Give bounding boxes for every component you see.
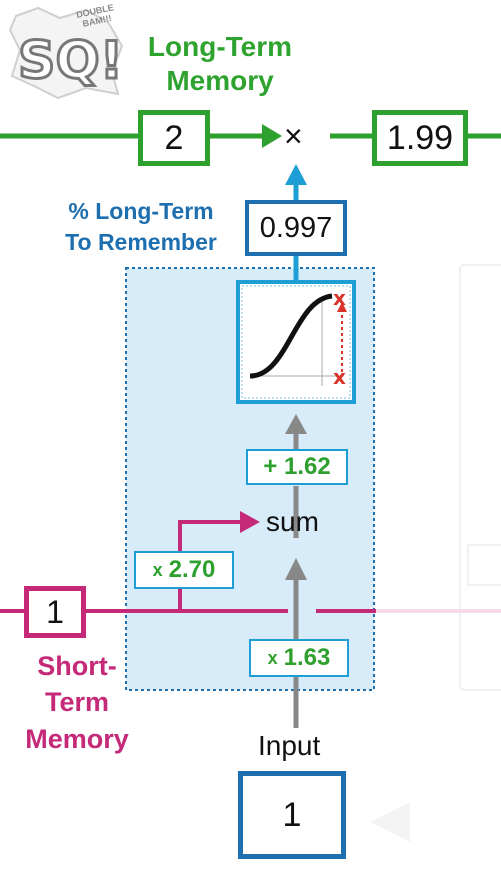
percent-to-remember-label: % Long-Term To Remember bbox=[46, 196, 236, 258]
multiply-operator: × bbox=[284, 118, 303, 154]
percent-label-line1: % Long-Term bbox=[68, 198, 214, 224]
logo: SQ! DOUBLE BAM!!! bbox=[8, 2, 126, 100]
input-label: Input bbox=[258, 730, 321, 761]
logo-burst-icon: SQ! bbox=[8, 6, 125, 100]
short-term-label-line1: Short- bbox=[37, 651, 117, 681]
weight-symbol-2: x bbox=[267, 647, 278, 668]
input-weight-value: 1.63 bbox=[283, 644, 331, 671]
long-term-input-box: 2 bbox=[138, 110, 210, 166]
percent-label-line2: To Remember bbox=[65, 229, 217, 256]
input-value-box: 1 bbox=[238, 771, 346, 859]
short-term-memory-box: 1 bbox=[24, 586, 86, 638]
long-term-title-line1: Long-Term bbox=[147, 31, 293, 62]
short-term-weight-value: 2.70 bbox=[168, 556, 216, 583]
weight-symbol: x bbox=[152, 559, 163, 580]
short-term-memory-label: Short- Term Memory bbox=[10, 648, 144, 757]
sum-label: sum bbox=[266, 506, 319, 537]
long-term-output-box: 1.99 bbox=[372, 110, 468, 166]
forget-gate-output-box: 0.997 bbox=[245, 200, 347, 256]
svg-text:x: x bbox=[333, 286, 346, 310]
long-term-title-line2: Memory bbox=[166, 64, 274, 96]
sigmoid-activation-icon: x x bbox=[236, 280, 356, 404]
input-weight-box: x 1.63 bbox=[249, 639, 349, 677]
short-term-label-line2: Term bbox=[44, 687, 110, 718]
short-term-label-line3: Memory bbox=[25, 723, 129, 754]
long-term-memory-title: Long-Term Memory bbox=[130, 30, 310, 97]
bias-box: + 1.62 bbox=[246, 449, 348, 485]
logo-letters: SQ! bbox=[18, 31, 123, 91]
svg-text:x: x bbox=[333, 365, 346, 389]
short-term-weight-box: x 2.70 bbox=[134, 551, 234, 589]
